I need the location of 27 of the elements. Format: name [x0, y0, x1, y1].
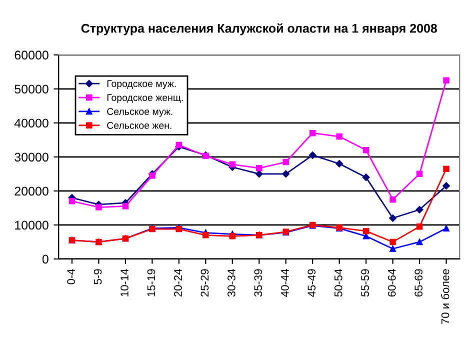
- legend-label: Городское муж.: [107, 80, 176, 90]
- x-tick-label: 30-34: [228, 269, 236, 297]
- x-tick-label: 10-14: [120, 269, 128, 296]
- x-tick-label: 50-54: [334, 269, 342, 297]
- x-tick-label: 15-19: [147, 269, 156, 296]
- x-tick-label: 70 и более: [440, 269, 450, 324]
- y-tick-label: 0: [42, 254, 48, 264]
- y-tick-label: 20000: [14, 186, 48, 196]
- x-tick-label: 40-44: [280, 269, 289, 297]
- x-tick-label: 20-24: [174, 269, 182, 297]
- chart-title: Структура населения Калужской оласти на 1 января 2008: [81, 23, 438, 36]
- y-tick-label: 40000: [14, 118, 48, 128]
- x-tick-label: 5-9: [94, 269, 102, 284]
- y-tick-label: 50000: [14, 84, 48, 94]
- x-tick-label: 25-29: [200, 269, 209, 297]
- legend-label: Сельское жен.: [107, 122, 172, 129]
- y-tick-label: 60000: [14, 50, 48, 60]
- x-tick-label: 65-69: [414, 269, 423, 297]
- x-tick-label: 35-39: [254, 269, 262, 297]
- x-tick-label: 0-4: [67, 269, 75, 284]
- x-tick-label: 55-59: [361, 269, 370, 297]
- x-tick-label: 60-64: [388, 269, 396, 297]
- legend-label: Сельское муж.: [107, 108, 172, 117]
- y-tick-label: 30000: [14, 152, 48, 162]
- legend-label: Городское женщ.: [107, 94, 183, 103]
- x-tick-label: 45-49: [308, 269, 316, 297]
- y-tick-label: 10000: [15, 220, 48, 230]
